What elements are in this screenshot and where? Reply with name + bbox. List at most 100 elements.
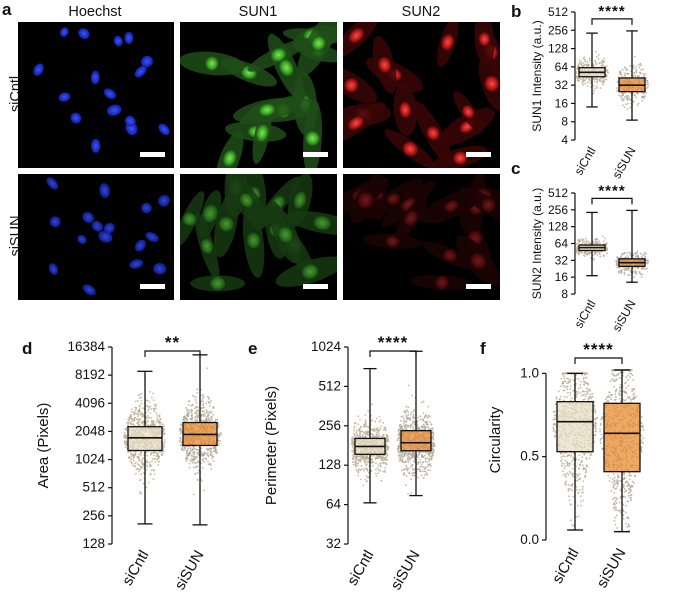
data-point: [365, 480, 368, 482]
data-point: [162, 423, 164, 426]
data-point: [568, 495, 570, 498]
data-point: [589, 393, 592, 396]
data-point: [196, 456, 199, 459]
data-point: [616, 256, 619, 258]
nucleus: [279, 59, 294, 77]
data-point: [566, 377, 568, 380]
data-point: [583, 251, 586, 254]
data-point: [570, 484, 573, 487]
data-point: [563, 377, 566, 380]
data-point: [382, 459, 385, 462]
data-point: [192, 458, 195, 461]
data-point: [375, 417, 378, 420]
data-point: [123, 435, 125, 438]
nucleus: [141, 55, 153, 68]
data-point: [186, 450, 188, 453]
data-point: [406, 409, 409, 412]
data-point: [149, 465, 152, 468]
data-point: [383, 429, 385, 432]
data-point: [569, 391, 572, 394]
data-point: [134, 400, 137, 403]
y-tick-label: 64: [555, 60, 569, 74]
data-point: [140, 492, 143, 495]
data-point: [203, 489, 206, 492]
data-point: [621, 92, 624, 95]
y-axis-title: Area (Pixels): [35, 403, 52, 489]
data-point: [357, 462, 360, 465]
box-siSUN: [396, 350, 436, 497]
y-tick-label: 512: [548, 5, 568, 19]
data-point: [582, 485, 584, 488]
data-point: [579, 383, 582, 386]
data-point: [152, 478, 155, 480]
data-point: [190, 412, 193, 414]
data-point: [572, 495, 574, 498]
data-point: [407, 411, 409, 413]
box-siCntl: [123, 370, 166, 525]
data-point: [202, 404, 204, 407]
data-point: [135, 413, 138, 415]
nucleus: [481, 198, 496, 212]
data-point: [411, 467, 414, 470]
significance-label: **: [165, 333, 180, 352]
data-point: [207, 460, 209, 463]
data-point: [384, 426, 386, 429]
cell-layer: [343, 22, 500, 168]
data-point: [155, 420, 158, 423]
data-point: [593, 417, 596, 420]
data-point: [355, 462, 358, 465]
data-point: [194, 462, 196, 464]
data-point: [552, 429, 555, 432]
data-point: [626, 94, 629, 97]
data-point: [137, 412, 139, 415]
data-point: [145, 422, 148, 424]
data-point: [563, 389, 566, 392]
data-point: [152, 392, 155, 395]
data-point: [589, 454, 592, 457]
data-point: [188, 466, 191, 469]
data-point: [606, 248, 608, 251]
data-point: [147, 481, 150, 484]
data-point: [191, 461, 194, 464]
nucleus: [113, 35, 123, 47]
nucleus: [145, 232, 159, 242]
data-point: [640, 434, 643, 437]
data-point: [360, 465, 363, 467]
data-point: [564, 385, 566, 388]
data-point: [598, 252, 601, 255]
data-point: [196, 406, 199, 409]
data-point: [208, 405, 211, 407]
data-point: [584, 474, 587, 477]
data-point: [585, 387, 588, 390]
data-point: [596, 86, 598, 89]
data-point: [399, 455, 401, 457]
box-iqr: [127, 426, 163, 452]
data-point: [397, 434, 400, 436]
data-point: [567, 489, 570, 492]
data-point: [212, 407, 215, 410]
data-point: [354, 466, 357, 468]
data-point: [401, 469, 403, 472]
data-point: [219, 431, 222, 434]
data-point: [592, 92, 595, 95]
data-point: [593, 405, 596, 407]
data-point: [406, 469, 409, 472]
data-point: [156, 417, 159, 420]
data-point: [576, 393, 579, 395]
data-point: [603, 80, 606, 83]
data-point: [420, 455, 423, 457]
data-point: [563, 395, 566, 398]
data-point: [560, 452, 563, 454]
data-point: [187, 404, 190, 406]
data-point: [352, 457, 354, 460]
data-point: [603, 78, 605, 81]
data-point: [366, 469, 369, 472]
data-point: [639, 62, 642, 65]
data-point: [416, 476, 419, 479]
data-point: [643, 92, 645, 95]
data-point: [371, 454, 374, 457]
data-point: [586, 64, 589, 67]
data-point: [211, 415, 213, 418]
data-point: [367, 410, 370, 412]
